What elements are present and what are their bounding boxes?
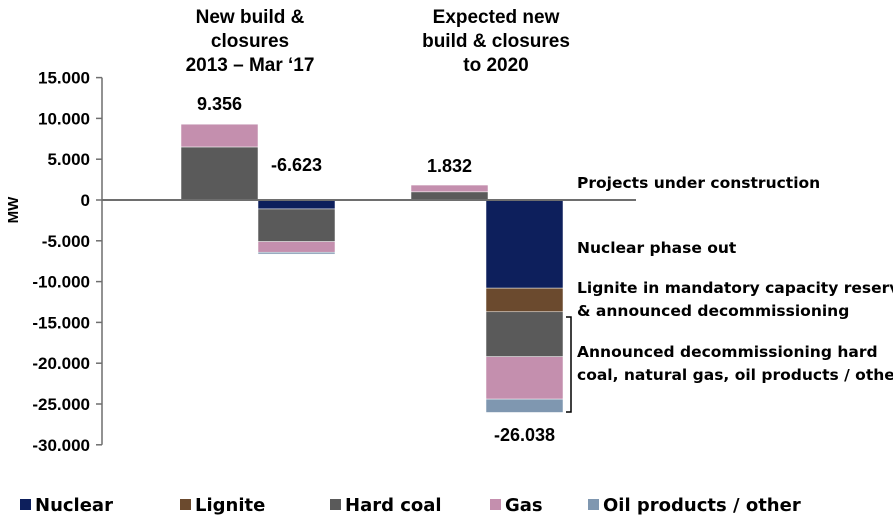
bar-segment-hard-coal [485,311,564,357]
bar-segment-gas [257,241,336,253]
legend-label: Oil products / other [603,495,801,516]
y-tick-label: -20.000 [32,354,90,373]
total-value-label: 9.356 [197,94,242,114]
annotation-hardcoal: Announced decommissioning hard [577,343,878,361]
legend-swatch [330,499,341,510]
y-tick-label: -5.000 [42,232,90,251]
annotation-lignite: Lignite in mandatory capacity reserve [577,279,893,297]
total-value-label: 1.832 [427,156,472,176]
group-header-line: closures [211,31,289,52]
bar-segment-hard-coal [180,146,259,201]
total-value-label: -6.623 [271,155,322,175]
bars [180,123,564,413]
legend-swatch [180,499,191,510]
legend-swatch [20,499,31,510]
bar-segment-gas [180,123,259,148]
legend: Nuclear Lignite Hard coal Gas Oil products /… [20,495,801,516]
bar-segment-hard-coal [410,191,489,201]
legend-swatch [588,499,599,510]
y-tick-label: -15.000 [32,313,90,332]
annotation-nuclear: Nuclear phase out [577,239,737,257]
total-value-label: -26.038 [494,425,555,445]
bar-segment-oil-products-other [257,251,336,255]
bar-segment-oil-products-other [180,123,259,125]
y-tick-label: 10.000 [38,109,90,128]
legend-label: Lignite [195,495,265,516]
group-header-line: build & closures [422,31,570,52]
legend-label: Gas [505,495,543,516]
bar-segment-hard-coal [257,208,336,242]
bar-segment-gas [410,184,489,193]
bar-segment-lignite [485,287,564,313]
bar-segment-nuclear [257,199,336,210]
annotations: Projects under construction Nuclear phase… [566,174,893,413]
bar-segment-nuclear [485,199,564,289]
annotation-construction: Projects under construction [577,174,820,192]
y-tick-label: -25.000 [32,395,90,414]
y-tick-label: 0 [81,191,90,210]
bar-segment-oil-products-other [485,398,564,413]
y-axis-label: MW [5,196,22,223]
annotation-bracket [566,316,572,413]
group-header-line: to 2020 [463,55,528,76]
total-labels: 9.356 -6.623 1.832 -26.038 [197,94,555,445]
group-headers: New build & closures 2013 – Mar ‘17 Expecte… [186,7,570,76]
group-header-line: New build & [196,7,305,28]
y-tick-label: -30.000 [32,436,90,455]
legend-swatch [490,499,501,510]
y-axis: 15.000 10.000 5.000 0 -5.000 -10.000 -15.000 -2… [32,69,103,455]
legend-label: Nuclear [35,495,113,516]
group-header-line: Expected new [433,7,560,28]
legend-label: Hard coal [345,495,442,516]
annotation-hardcoal: coal, natural gas, oil products / other [577,366,893,384]
y-tick-label: 5.000 [47,150,90,169]
y-tick-label: 15.000 [38,69,90,88]
y-tick-label: -10.000 [32,273,90,292]
bar-segment-gas [485,356,564,400]
annotation-lignite: & announced decommissioning [577,302,849,320]
group-header-line: 2013 – Mar ‘17 [186,55,315,76]
